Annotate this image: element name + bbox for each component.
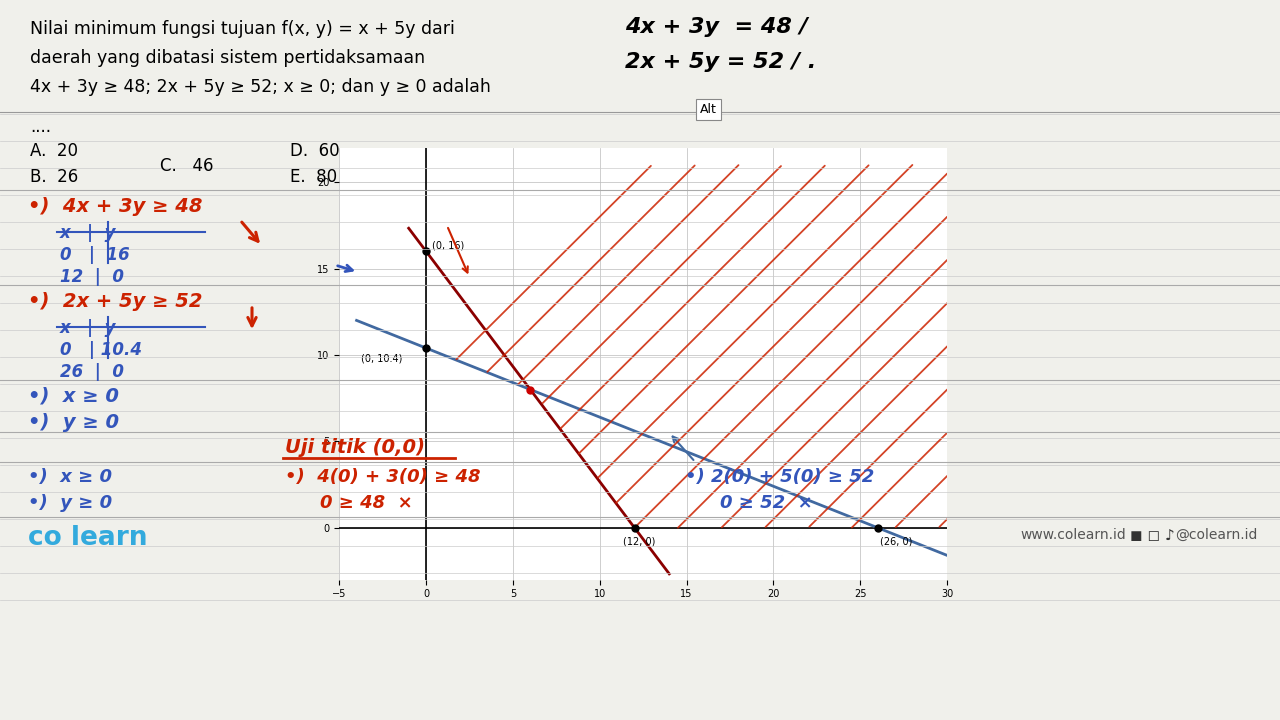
Text: (26, 0): (26, 0): [881, 536, 913, 546]
Text: www.colearn.id: www.colearn.id: [1020, 528, 1125, 542]
Text: •)  2x + 5y ≥ 52: •) 2x + 5y ≥ 52: [28, 292, 202, 311]
Text: x   |  y: x | y: [60, 224, 116, 242]
Text: •) 2(0) + 5(0) ≥ 52: •) 2(0) + 5(0) ≥ 52: [685, 468, 874, 486]
Text: Uji titik (0,0): Uji titik (0,0): [285, 438, 425, 457]
Text: 12  |  0: 12 | 0: [60, 268, 124, 286]
Text: (12, 0): (12, 0): [623, 536, 655, 546]
Text: (0, 10.4): (0, 10.4): [361, 354, 402, 364]
Text: A.  20: A. 20: [29, 142, 78, 160]
Text: @colearn.id: @colearn.id: [1175, 528, 1257, 542]
Text: •)  4(0) + 3(0) ≥ 48: •) 4(0) + 3(0) ≥ 48: [285, 468, 480, 486]
Text: 4x + 3y ≥ 48; 2x + 5y ≥ 52; x ≥ 0; dan y ≥ 0 adalah: 4x + 3y ≥ 48; 2x + 5y ≥ 52; x ≥ 0; dan y…: [29, 78, 490, 96]
Text: ....: ....: [29, 118, 51, 136]
Text: •)  y ≥ 0: •) y ≥ 0: [28, 413, 119, 432]
Text: co learn: co learn: [28, 525, 147, 551]
Text: daerah yang dibatasi sistem pertidaksamaan: daerah yang dibatasi sistem pertidaksama…: [29, 49, 425, 67]
Text: 0 ≥ 48  ×: 0 ≥ 48 ×: [320, 494, 412, 512]
Text: 26  |  0: 26 | 0: [60, 363, 124, 381]
Text: 2x + 5y = 52 / .: 2x + 5y = 52 / .: [625, 52, 817, 72]
Text: D.  60: D. 60: [291, 142, 339, 160]
Text: 4x + 3y  = 48 /: 4x + 3y = 48 /: [625, 17, 808, 37]
Text: 0   |  16: 0 | 16: [60, 246, 129, 264]
Text: (0, 16): (0, 16): [431, 240, 463, 251]
Text: Alt: Alt: [700, 103, 717, 116]
Text: •)  4x + 3y ≥ 48: •) 4x + 3y ≥ 48: [28, 197, 202, 216]
Text: •)  x ≥ 0: •) x ≥ 0: [28, 387, 119, 406]
Text: E.  80: E. 80: [291, 168, 337, 186]
Text: Nilai minimum fungsi tujuan f(x, y) = x + 5y dari: Nilai minimum fungsi tujuan f(x, y) = x …: [29, 20, 454, 38]
Text: 0   | 10.4: 0 | 10.4: [60, 341, 142, 359]
Text: •)  x ≥ 0: •) x ≥ 0: [28, 468, 113, 486]
Text: x   |  y: x | y: [60, 319, 116, 337]
Text: C.   46: C. 46: [160, 157, 214, 175]
Text: ◼ ◻ ♪: ◼ ◻ ♪: [1130, 528, 1175, 543]
Text: B.  26: B. 26: [29, 168, 78, 186]
Text: 0 ≥ 52  ×: 0 ≥ 52 ×: [719, 494, 813, 512]
Text: •)  y ≥ 0: •) y ≥ 0: [28, 494, 113, 512]
